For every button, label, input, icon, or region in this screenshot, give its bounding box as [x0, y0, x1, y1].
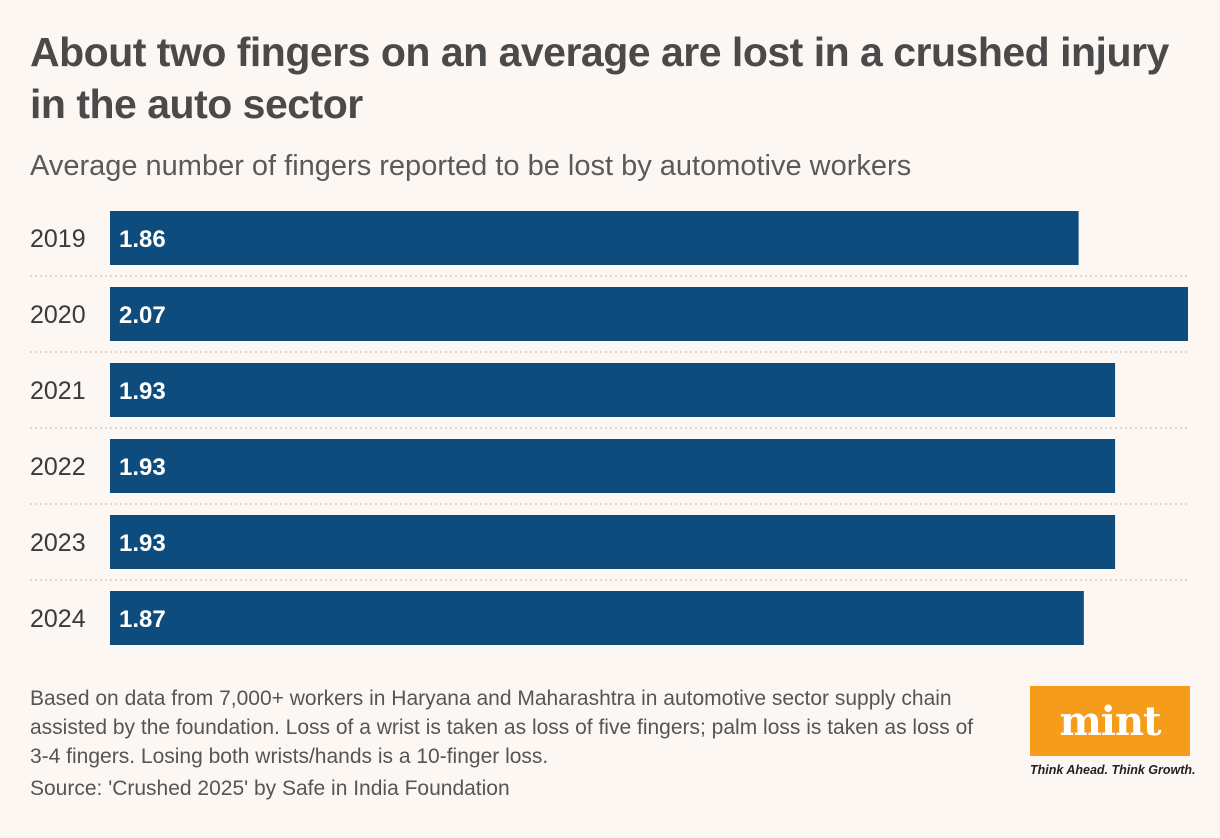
category-label: 2023 — [30, 529, 86, 557]
value-label: 1.86 — [119, 226, 166, 253]
chart-subtitle: Average number of fingers reported to be… — [30, 150, 912, 182]
bar — [110, 515, 1116, 569]
mint-logo: mint — [1030, 686, 1190, 756]
bar — [110, 591, 1084, 645]
brand-tagline: Think Ahead. Think Growth. — [1030, 763, 1196, 777]
category-label: 2021 — [30, 377, 86, 405]
chart-title: About two fingers on an average are lost… — [30, 29, 1169, 127]
bar-chart: 2019 1.86 2020 2.07 2021 1.93 2022 1.93 2023 1.93… — [30, 211, 1188, 645]
footnote: Based on data from 7,000+ workers in Har… — [30, 687, 974, 768]
category-label: 2022 — [30, 453, 86, 481]
value-label: 1.87 — [119, 606, 166, 633]
category-label: 2019 — [30, 225, 86, 253]
value-label: 1.93 — [119, 454, 166, 481]
category-label: 2024 — [30, 605, 86, 633]
bar — [110, 287, 1188, 341]
bar — [110, 439, 1116, 493]
bar — [110, 211, 1079, 265]
logo-text: mint — [1059, 697, 1161, 745]
category-label: 2020 — [30, 301, 86, 329]
value-label: 1.93 — [119, 530, 166, 557]
source-credit: Source: 'Crushed 2025' by Safe in India … — [30, 777, 510, 800]
value-label: 1.93 — [119, 378, 166, 405]
value-label: 2.07 — [119, 302, 166, 329]
bar — [110, 363, 1116, 417]
